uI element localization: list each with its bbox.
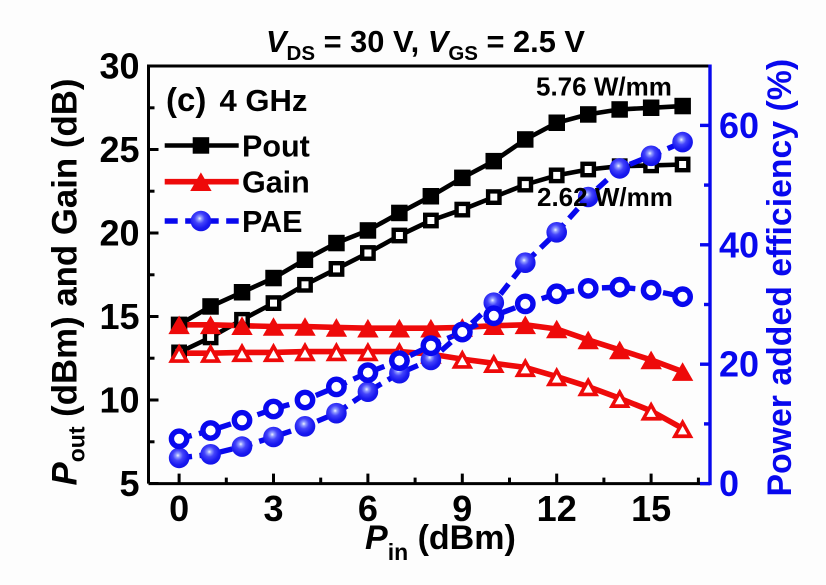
svg-text:20: 20 bbox=[719, 344, 759, 385]
svg-text:60: 60 bbox=[719, 105, 759, 146]
svg-text:20: 20 bbox=[99, 213, 139, 254]
svg-text:2.62 W/mm: 2.62 W/mm bbox=[537, 182, 673, 212]
svg-text:5.76 W/mm: 5.76 W/mm bbox=[536, 72, 672, 102]
svg-text:25: 25 bbox=[99, 129, 139, 170]
svg-text:Power added efficiency (%): Power added efficiency (%) bbox=[761, 59, 799, 497]
svg-text:Pout: Pout bbox=[242, 130, 310, 164]
svg-text:Gain: Gain bbox=[242, 166, 310, 200]
svg-text:9: 9 bbox=[452, 488, 472, 529]
svg-text:40: 40 bbox=[719, 224, 759, 265]
svg-text:5: 5 bbox=[119, 463, 139, 504]
svg-text:15: 15 bbox=[631, 488, 671, 529]
svg-text:VDS = 30 V, VGS = 2.5 V: VDS = 30 V, VGS = 2.5 V bbox=[266, 24, 585, 65]
svg-text:3: 3 bbox=[263, 488, 283, 529]
svg-text:30: 30 bbox=[99, 46, 139, 87]
svg-text:10: 10 bbox=[99, 380, 139, 421]
svg-text:6: 6 bbox=[358, 488, 378, 529]
svg-text:15: 15 bbox=[99, 296, 139, 337]
svg-text:Pout (dBm) and Gain (dB): Pout (dBm) and Gain (dB) bbox=[46, 79, 90, 486]
svg-text:0: 0 bbox=[719, 463, 739, 504]
svg-text:0: 0 bbox=[169, 488, 189, 529]
svg-text:12: 12 bbox=[537, 488, 577, 529]
svg-text:(c) 4 GHz: (c) 4 GHz bbox=[166, 81, 307, 118]
svg-text:Pin (dBm): Pin (dBm) bbox=[365, 519, 516, 565]
svg-text:PAE: PAE bbox=[242, 205, 302, 239]
